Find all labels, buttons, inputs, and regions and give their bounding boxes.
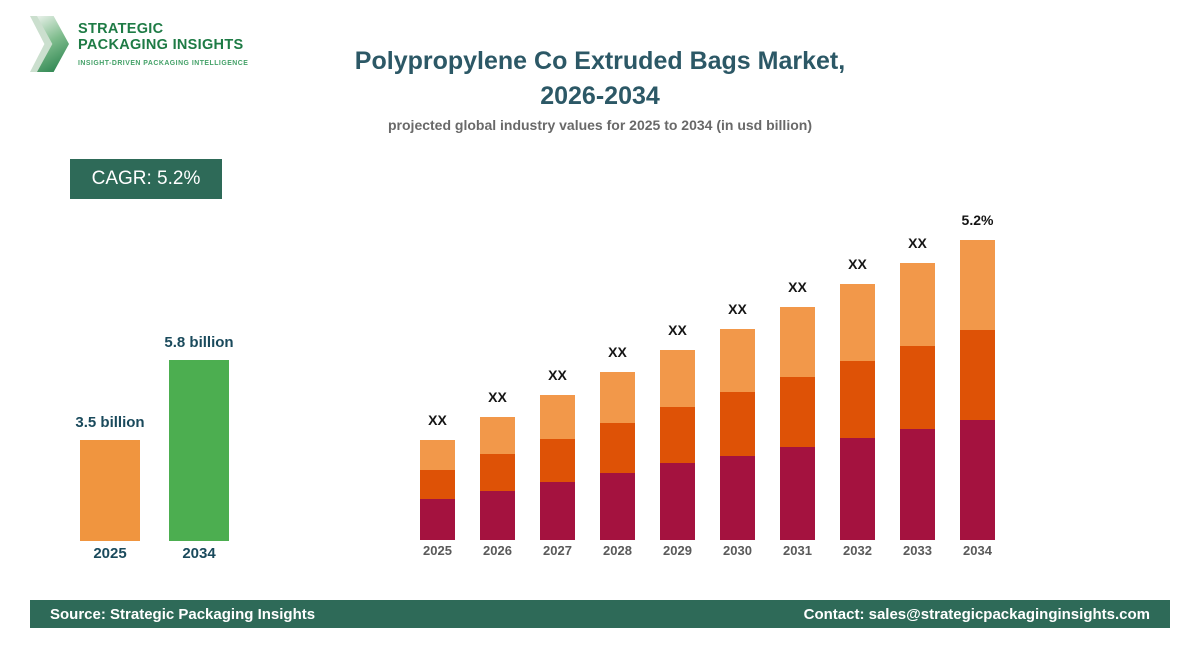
stacked-bar-label: XX [908,235,927,251]
stacked-bar-label: XX [848,256,867,272]
mini-bar-2025 [80,440,140,541]
stacked-bar-chart: XX 2025 XX 2026 XX 2027 XX 2028 XX 2029 XX 2030 XX 20… [410,205,1020,570]
stacked-axis-year-label: 2029 [663,543,692,558]
page-title-line2: 2026-2034 [540,82,660,110]
stacked-segment-top-2034 [960,240,995,330]
mini-axis-year-label: 2025 [93,545,127,562]
stacked-bar-label: XX [488,389,507,405]
stacked-segment-bottom-2031 [780,447,815,540]
stacked-segment-bottom-2027 [540,482,575,540]
stacked-segment-top-2026 [480,417,515,454]
stacked-segment-middle-2032 [840,361,875,438]
chevron-logo-icon [30,16,72,72]
stacked-segment-top-2029 [660,350,695,407]
page-subtitle: projected global industry values for 202… [388,117,812,133]
stacked-segment-bottom-2030 [720,456,755,540]
stacked-segment-bottom-2026 [480,491,515,540]
stacked-axis-year-label: 2026 [483,543,512,558]
stacked-segment-bottom-2032 [840,438,875,540]
page-title: Polypropylene Co Extruded Bags Market, 2… [0,44,1200,114]
stacked-bar-label: XX [428,412,447,428]
brand-text: STRATEGIC PACKAGING INSIGHTS INSIGHT-DRI… [78,16,248,67]
stacked-bar-label: 5.2% [961,212,994,228]
stacked-segment-top-2031 [780,307,815,377]
stacked-segment-top-2032 [840,284,875,361]
stacked-segment-bottom-2029 [660,463,695,540]
mini-bar-2034 [169,360,229,541]
comparison-bar-chart: 3.5 billion 2025 5.8 billion 2034 [50,315,270,565]
mini-axis-year-label: 2034 [182,545,216,562]
stacked-segment-bottom-2034 [960,420,995,540]
stacked-segment-middle-2031 [780,377,815,447]
stacked-bar-label: XX [668,322,687,338]
cagr-badge: CAGR: 5.2% [70,159,222,199]
mini-bar-value-label: 5.8 billion [164,334,234,351]
stacked-bar-label: XX [728,301,747,317]
brand-name-line1: STRATEGIC [78,21,164,37]
mini-bar-value-label: 3.5 billion [75,414,145,431]
stacked-segment-top-2025 [420,440,455,470]
stacked-axis-year-label: 2034 [963,543,992,558]
stacked-axis-year-label: 2028 [603,543,632,558]
stacked-axis-year-label: 2027 [543,543,572,558]
stacked-segment-middle-2026 [480,454,515,491]
brand-tagline: INSIGHT-DRIVEN PACKAGING INTELLIGENCE [78,60,249,67]
stacked-segment-middle-2030 [720,392,755,456]
stacked-axis-year-label: 2031 [783,543,812,558]
stacked-axis-year-label: 2033 [903,543,932,558]
stacked-segment-middle-2025 [420,470,455,499]
stacked-bar-label: XX [548,367,567,383]
stacked-axis-year-label: 2032 [843,543,872,558]
stacked-segment-middle-2034 [960,330,995,420]
stacked-segment-bottom-2033 [900,429,935,540]
stacked-segment-top-2027 [540,395,575,439]
stacked-segment-middle-2029 [660,407,695,463]
stacked-axis-year-label: 2030 [723,543,752,558]
stacked-segment-middle-2028 [600,423,635,473]
stacked-segment-bottom-2025 [420,499,455,540]
stacked-segment-middle-2033 [900,346,935,429]
stacked-segment-bottom-2028 [600,473,635,540]
stacked-bar-label: XX [608,344,627,360]
brand-logo: STRATEGIC PACKAGING INSIGHTS INSIGHT-DRI… [30,16,248,72]
source-text: Source: Strategic Packaging Insights [50,605,316,623]
footer-bar: Source: Strategic Packaging Insights Con… [30,600,1170,628]
page-title-line1: Polypropylene Co Extruded Bags Market, [354,47,846,75]
stacked-segment-middle-2027 [540,439,575,482]
contact-text: Contact: sales@strategicpackaginginsight… [803,605,1150,623]
stacked-segment-top-2028 [600,372,635,423]
stacked-segment-top-2030 [720,329,755,392]
stacked-axis-year-label: 2025 [423,543,452,558]
brand-name-line2: PACKAGING INSIGHTS [78,36,244,53]
stacked-segment-top-2033 [900,263,935,346]
stacked-bar-label: XX [788,279,807,295]
